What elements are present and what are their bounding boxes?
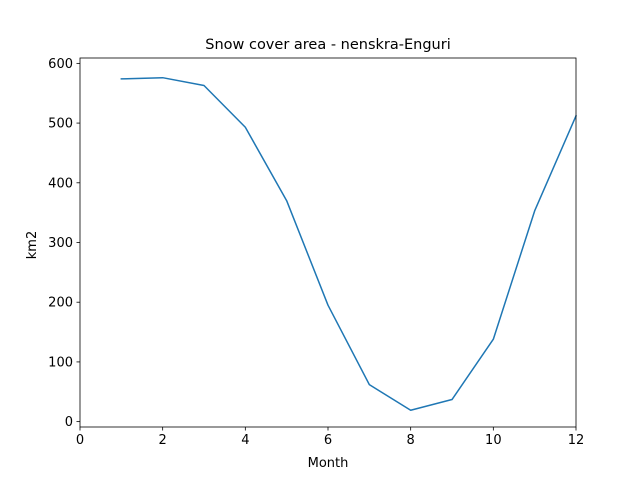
y-tick-label-0: 0 [65,415,73,430]
y-tick-label-300: 300 [48,236,73,251]
x-tick-label-8: 8 [407,433,415,448]
x-tick-label-0: 0 [76,433,84,448]
x-tick-label-6: 6 [324,433,332,448]
x-tick-label-4: 4 [241,433,249,448]
y-tick-label-600: 600 [48,57,73,72]
chart-title: Snow cover area - nenskra-Enguri [205,37,451,53]
y-tick-label-100: 100 [48,355,73,370]
x-tick-label-2: 2 [159,433,167,448]
x-axis-label: Month [308,456,349,471]
y-tick-label-200: 200 [48,296,73,311]
y-axis-label: km2 [25,231,40,259]
x-tick-label-12: 12 [568,433,585,448]
y-tick-label-400: 400 [48,176,73,191]
y-tick-label-500: 500 [48,117,73,132]
plot-layer [120,76,577,412]
series-line-0 [120,76,577,412]
x-tick-label-10: 10 [485,433,502,448]
axes-layer: 0 2 4 6 8 10 12 0 100 200 300 400 500 600 [48,57,584,448]
